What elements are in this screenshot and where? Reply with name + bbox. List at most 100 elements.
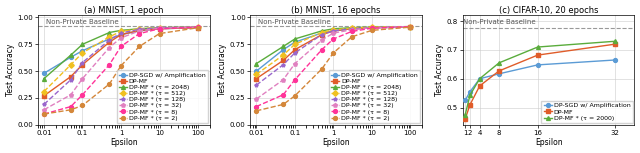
Line: DP-MF * (τ = 2): DP-MF * (τ = 2) <box>254 25 412 113</box>
DP-MF * (τ = 2048) <box>348 27 356 29</box>
DP-MF * (τ = 2048) <box>253 63 260 65</box>
Legend: DP-SGD w/ Amplification, DP-MF, DP-MF * (τ = 2000): DP-SGD w/ Amplification, DP-MF, DP-MF * … <box>541 101 632 123</box>
DP-MF * (τ = 128) <box>253 84 260 86</box>
DP-MF <box>611 43 619 45</box>
DP-MF <box>67 76 75 77</box>
DP-MF * (τ = 32) <box>330 32 337 34</box>
Line: DP-MF * (τ = 2000): DP-MF * (τ = 2000) <box>463 39 617 117</box>
DP-MF * (τ = 512) <box>106 36 113 38</box>
DP-MF * (τ = 2048) <box>291 38 299 40</box>
DP-MF * (τ = 128) <box>136 28 143 30</box>
DP-MF <box>318 34 326 35</box>
Title: (c) CIFAR-10, 20 epochs: (c) CIFAR-10, 20 epochs <box>499 6 598 15</box>
DP-MF * (τ = 2000) <box>476 78 484 80</box>
DP-SGD w/ Amplification <box>330 30 337 32</box>
DP-MF * (τ = 8) <box>330 38 337 40</box>
DP-MF * (τ = 8) <box>280 94 287 96</box>
DP-SGD w/ Amplification <box>79 50 86 52</box>
Y-axis label: Test Accuracy: Test Accuracy <box>435 44 444 96</box>
DP-MF * (τ = 128) <box>291 52 299 54</box>
DP-MF * (τ = 128) <box>79 62 86 63</box>
Line: DP-MF * (τ = 2): DP-MF * (τ = 2) <box>42 26 200 116</box>
Line: DP-MF: DP-MF <box>463 42 617 121</box>
DP-SGD w/ Amplification <box>117 34 125 35</box>
DP-MF * (τ = 32) <box>368 27 376 29</box>
DP-MF * (τ = 128) <box>348 28 356 30</box>
DP-MF * (τ = 32) <box>136 30 143 32</box>
DP-MF * (τ = 2000) <box>495 62 503 64</box>
DP-MF * (τ = 2048) <box>79 43 86 45</box>
Y-axis label: Test Accuracy: Test Accuracy <box>218 44 227 96</box>
DP-MF <box>461 118 469 120</box>
DP-MF * (τ = 128) <box>194 26 202 28</box>
DP-MF * (τ = 2048) <box>406 26 414 28</box>
DP-MF <box>466 104 474 106</box>
DP-MF * (τ = 512) <box>194 26 202 28</box>
DP-MF <box>291 49 299 51</box>
DP-MF * (τ = 8) <box>318 49 326 51</box>
DP-MF * (τ = 32) <box>79 78 86 80</box>
DP-MF * (τ = 2000) <box>461 114 469 116</box>
DP-MF * (τ = 2) <box>348 36 356 38</box>
Text: Non-Private Baseline: Non-Private Baseline <box>463 19 536 25</box>
DP-MF * (τ = 2) <box>156 33 163 34</box>
DP-MF * (τ = 128) <box>117 32 125 34</box>
Legend: DP-SGD w/ Amplification, DP-MF, DP-MF * (τ = 2048), DP-MF * (τ = 512), DP-MF * (: DP-SGD w/ Amplification, DP-MF, DP-MF * … <box>329 70 420 123</box>
DP-MF * (τ = 2) <box>40 113 48 115</box>
DP-MF * (τ = 2048) <box>40 78 48 80</box>
DP-MF * (τ = 512) <box>156 27 163 29</box>
Line: DP-MF * (τ = 2048): DP-MF * (τ = 2048) <box>42 25 200 81</box>
Line: DP-MF: DP-MF <box>42 26 200 98</box>
Line: DP-MF * (τ = 512): DP-MF * (τ = 512) <box>254 25 412 76</box>
DP-SGD w/ Amplification <box>67 56 75 58</box>
DP-MF * (τ = 512) <box>368 26 376 28</box>
DP-SGD w/ Amplification <box>348 28 356 30</box>
DP-MF * (τ = 2) <box>106 83 113 85</box>
DP-MF * (τ = 128) <box>156 27 163 29</box>
DP-MF * (τ = 2048) <box>318 30 326 32</box>
DP-MF <box>136 29 143 31</box>
DP-MF <box>280 60 287 61</box>
DP-MF * (τ = 2) <box>79 104 86 106</box>
Legend: DP-SGD w/ Amplification, DP-MF, DP-MF * (τ = 2048), DP-MF * (τ = 512), DP-MF * (: DP-SGD w/ Amplification, DP-MF, DP-MF * … <box>116 70 208 123</box>
DP-MF * (τ = 512) <box>253 73 260 75</box>
DP-MF * (τ = 8) <box>40 113 48 115</box>
DP-MF * (τ = 8) <box>106 64 113 66</box>
DP-MF * (τ = 128) <box>368 27 376 29</box>
DP-MF <box>330 30 337 32</box>
DP-MF * (τ = 512) <box>40 91 48 92</box>
DP-MF * (τ = 512) <box>348 27 356 29</box>
DP-MF * (τ = 32) <box>194 26 202 28</box>
DP-MF * (τ = 2) <box>136 46 143 47</box>
DP-SGD w/ Amplification <box>611 59 619 61</box>
DP-MF * (τ = 512) <box>291 43 299 45</box>
DP-MF * (τ = 32) <box>291 63 299 65</box>
DP-MF * (τ = 128) <box>40 103 48 105</box>
DP-MF * (τ = 128) <box>67 79 75 81</box>
DP-SGD w/ Amplification <box>318 32 326 34</box>
DP-MF <box>79 64 86 66</box>
DP-SGD w/ Amplification <box>466 91 474 93</box>
DP-MF <box>117 34 125 35</box>
DP-MF * (τ = 2048) <box>106 32 113 33</box>
DP-SGD w/ Amplification <box>406 26 414 28</box>
DP-MF * (τ = 32) <box>67 94 75 96</box>
X-axis label: Epsilon: Epsilon <box>110 138 138 147</box>
DP-SGD w/ Amplification <box>368 27 376 29</box>
DP-MF <box>156 28 163 30</box>
DP-MF * (τ = 8) <box>406 26 414 28</box>
DP-MF * (τ = 2) <box>280 103 287 105</box>
DP-MF <box>253 78 260 80</box>
DP-MF * (τ = 128) <box>106 39 113 41</box>
DP-MF * (τ = 8) <box>136 33 143 34</box>
DP-MF * (τ = 32) <box>40 109 48 111</box>
DP-MF * (τ = 32) <box>348 29 356 31</box>
DP-MF * (τ = 32) <box>406 26 414 28</box>
DP-MF * (τ = 128) <box>406 26 414 28</box>
DP-MF * (τ = 128) <box>280 64 287 66</box>
DP-MF <box>406 26 414 28</box>
DP-MF * (τ = 512) <box>117 30 125 32</box>
Line: DP-MF * (τ = 512): DP-MF * (τ = 512) <box>42 25 200 93</box>
DP-MF * (τ = 512) <box>406 26 414 28</box>
DP-MF * (τ = 512) <box>318 32 326 33</box>
